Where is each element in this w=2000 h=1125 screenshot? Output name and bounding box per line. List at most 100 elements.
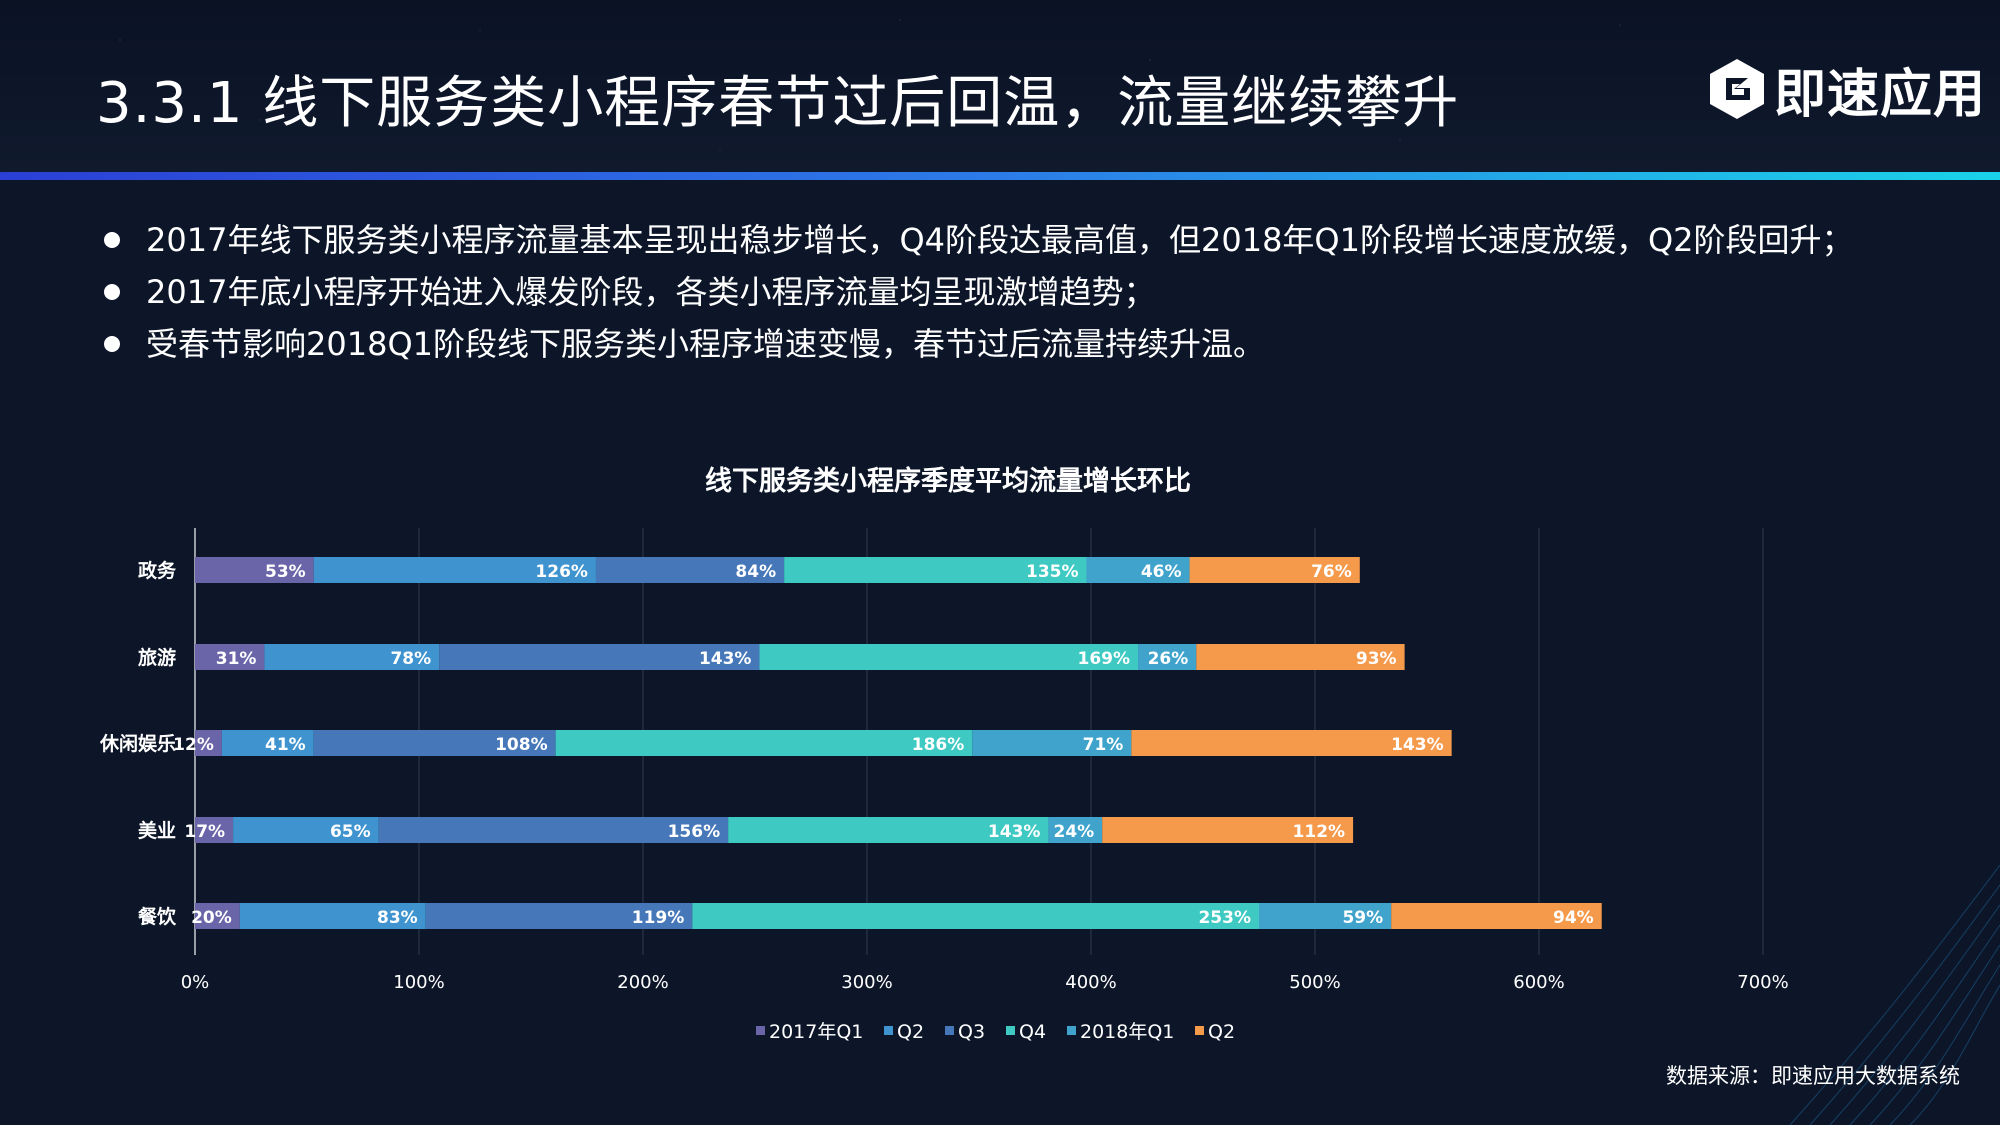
- data-label: 253%: [1198, 908, 1251, 928]
- bullet-item: 受春节影响2018Q1阶段线下服务类小程序增速变慢，春节过后流量持续升温。: [100, 318, 1980, 370]
- data-label: 53%: [265, 562, 306, 582]
- data-label: 94%: [1553, 908, 1594, 928]
- category-label: 餐饮: [138, 905, 177, 928]
- data-label: 126%: [535, 562, 588, 582]
- data-label: 31%: [216, 649, 257, 669]
- x-tick-label: 0%: [181, 972, 210, 993]
- brand-name: 即速应用: [1774, 64, 1987, 125]
- data-label: 59%: [1342, 908, 1383, 928]
- bar-segment: [313, 730, 556, 756]
- data-label: 76%: [1311, 562, 1352, 582]
- x-tick-label: 100%: [393, 972, 444, 993]
- hexagon-e-logo-icon: [1710, 59, 1764, 119]
- data-label: 143%: [988, 822, 1041, 842]
- data-label: 24%: [1053, 822, 1094, 842]
- header-divider: [0, 172, 2000, 180]
- bar-segment: [221, 730, 314, 756]
- bar-segment: [195, 817, 234, 843]
- bar-segment: [1259, 903, 1392, 929]
- data-source-note: 数据来源：即速应用大数据系统: [1666, 1064, 1960, 1088]
- x-tick-label: 200%: [617, 972, 668, 993]
- data-label: 41%: [265, 735, 306, 755]
- chart-container: 线下服务类小程序季度平均流量增长环比 0% 100% 200% 300% 400% 500%…: [0, 460, 2000, 1060]
- data-label: 12%: [173, 735, 214, 755]
- data-label: 17%: [184, 822, 225, 842]
- data-label: 84%: [735, 562, 776, 582]
- page-title: 3.3.1 线下服务类小程序春节过后回温，流量继续攀升: [96, 71, 1460, 136]
- bar-segment: [1086, 557, 1190, 583]
- bar-segment: [439, 644, 760, 670]
- category-label: 美业: [138, 819, 176, 842]
- bullet-text: 2017年线下服务类小程序流量基本呈现出稳步增长，Q4阶段达最高值，但2018年…: [146, 221, 1854, 259]
- bar-segment: [692, 903, 1259, 929]
- data-label: 78%: [390, 649, 431, 669]
- data-label: 26%: [1148, 649, 1189, 669]
- bar-segment: [378, 817, 729, 843]
- bullet-item: 2017年底小程序开始进入爆发阶段，各类小程序流量均呈现激增趋势；: [100, 266, 1980, 318]
- legend-label: Q3: [958, 1021, 985, 1043]
- bar-segment: [239, 903, 426, 929]
- bar-segment: [972, 730, 1132, 756]
- bar-segment: [1131, 730, 1452, 756]
- data-label: 83%: [377, 908, 418, 928]
- legend-label: Q2: [1208, 1021, 1235, 1043]
- header-background: [0, 0, 2000, 180]
- category-label: 旅游: [138, 646, 176, 669]
- legend-swatch: [884, 1026, 893, 1035]
- bar-segment: [264, 644, 440, 670]
- bullet-dot-icon: [104, 336, 120, 352]
- legend-swatch: [1195, 1026, 1204, 1035]
- data-label: 119%: [632, 908, 685, 928]
- data-label: 20%: [191, 908, 232, 928]
- bullet-dot-icon: [104, 284, 120, 300]
- legend-swatch: [945, 1026, 954, 1035]
- legend-label: Q2: [897, 1021, 924, 1043]
- legend-swatch: [756, 1026, 765, 1035]
- data-label: 143%: [699, 649, 752, 669]
- bullet-text: 受春节影响2018Q1阶段线下服务类小程序增速变慢，春节过后流量持续升温。: [146, 325, 1265, 363]
- data-label: 156%: [668, 822, 721, 842]
- bullet-dot-icon: [104, 232, 120, 248]
- bar-segment: [555, 730, 973, 756]
- legend-label: Q4: [1019, 1021, 1046, 1043]
- bar-segment: [1138, 644, 1197, 670]
- bar-segment: [1196, 644, 1405, 670]
- data-label: 112%: [1293, 822, 1346, 842]
- data-label: 135%: [1026, 562, 1079, 582]
- brand-logo: 即速应用: [1706, 54, 1987, 125]
- legend-label: 2017年Q1: [769, 1021, 863, 1043]
- bullet-item: 2017年线下服务类小程序流量基本呈现出稳步增长，Q4阶段达最高值，但2018年…: [100, 214, 1980, 266]
- legend-label: 2018年Q1: [1080, 1021, 1174, 1043]
- bar-segment: [313, 557, 596, 583]
- legend-swatch: [1006, 1026, 1015, 1035]
- x-tick-label: 700%: [1737, 972, 1788, 993]
- data-label: 169%: [1078, 649, 1131, 669]
- stacked-bar-chart: 线下服务类小程序季度平均流量增长环比 0% 100% 200% 300% 400% 500%…: [99, 465, 1789, 1043]
- x-tick-label: 500%: [1289, 972, 1340, 993]
- bar-segment: [195, 903, 240, 929]
- bar-segment: [784, 557, 1087, 583]
- x-tick-label: 300%: [841, 972, 892, 993]
- bar-segment: [728, 817, 1049, 843]
- bar-segment: [425, 903, 693, 929]
- bar-segment: [195, 644, 265, 670]
- bar-segment: [595, 557, 785, 583]
- bar-segment: [233, 817, 379, 843]
- chart-title: 线下服务类小程序季度平均流量增长环比: [705, 465, 1191, 497]
- category-label: 休闲娱乐: [99, 732, 176, 755]
- bar-segment: [759, 644, 1139, 670]
- bar-segment: [195, 730, 222, 756]
- data-label: 186%: [912, 735, 965, 755]
- data-label: 143%: [1391, 735, 1444, 755]
- legend-swatch: [1067, 1026, 1076, 1035]
- x-tick-label: 600%: [1513, 972, 1564, 993]
- bar-segment: [1048, 817, 1103, 843]
- data-label: 108%: [495, 735, 548, 755]
- bar-segment: [195, 557, 314, 583]
- category-label: 政务: [138, 559, 177, 582]
- bar-segment: [1189, 557, 1360, 583]
- bullet-text: 2017年底小程序开始进入爆发阶段，各类小程序流量均呈现激增趋势；: [146, 273, 1156, 311]
- summary-bullets: 2017年线下服务类小程序流量基本呈现出稳步增长，Q4阶段达最高值，但2018年…: [100, 214, 1980, 370]
- bar-segment: [1102, 817, 1354, 843]
- wave-decoration: [1789, 864, 2000, 1125]
